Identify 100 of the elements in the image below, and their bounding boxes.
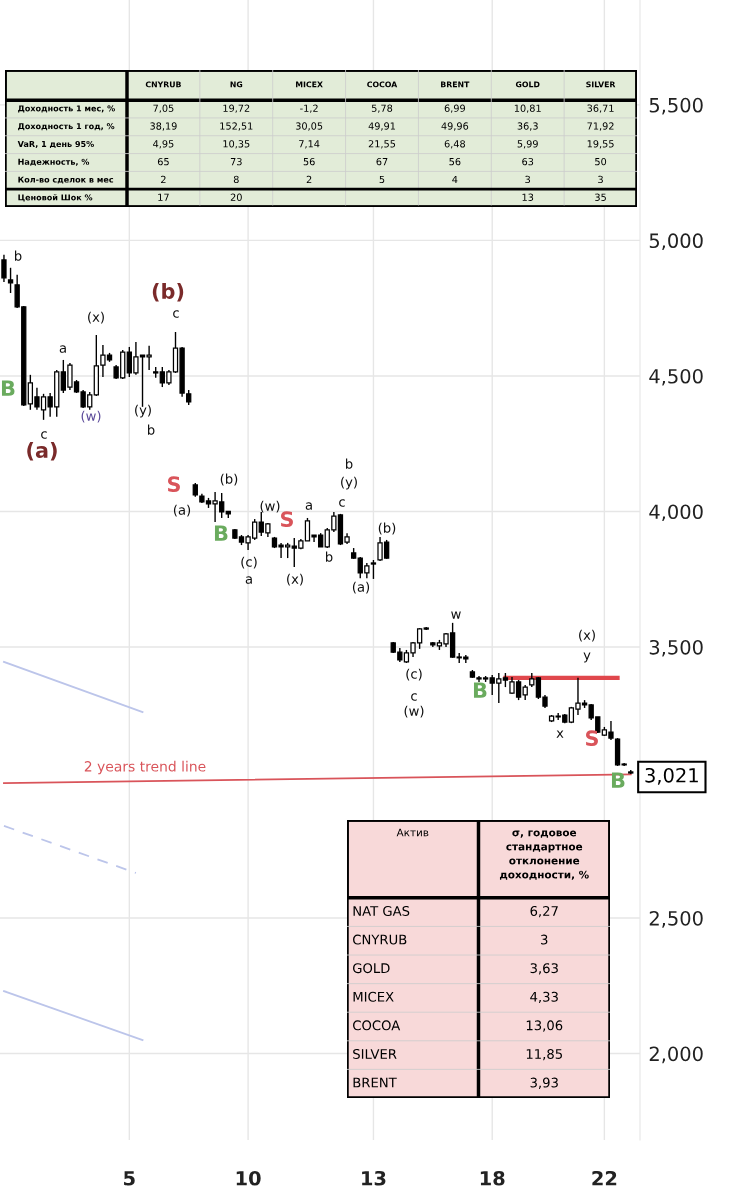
text: 152,51 [220, 122, 253, 131]
text: 35 [595, 193, 606, 201]
series-label: 2 years trend line [84, 760, 206, 775]
annotation: c [411, 693, 417, 701]
category-label: Доходность 1 год, % [18, 123, 115, 131]
x-tick-label: 22 [592, 1170, 617, 1186]
text: 5 [379, 175, 385, 184]
text: 49,96 [441, 122, 469, 131]
annotation: (y) [135, 404, 151, 418]
category-label: Актив [396, 828, 429, 837]
text: 7,05 [153, 104, 174, 113]
annotation: (x) [88, 311, 104, 324]
y-tick-label: 3,500 [649, 639, 703, 657]
annotation: (a) [352, 581, 370, 594]
category-label: CNYRUB [353, 934, 407, 945]
text: 71,92 [587, 122, 614, 131]
annotation: (a) [173, 504, 191, 517]
text: 4,95 [153, 140, 174, 149]
x-tick-label: 18 [480, 1170, 505, 1186]
text: 21,55 [368, 140, 396, 149]
text: 4,33 [530, 991, 558, 1004]
text: 6,27 [530, 905, 558, 918]
annotation: (x) [579, 629, 595, 642]
annotation: S [280, 511, 293, 528]
annotation: (b) [378, 522, 396, 535]
category-label: BRENT [353, 1077, 397, 1088]
annotation: x [556, 730, 564, 738]
y-tick-label: 2,500 [649, 910, 703, 928]
annotation: (c) [241, 556, 257, 569]
text: 19,72 [223, 104, 250, 113]
category-label: MICEX [353, 991, 394, 1002]
category-label: Ценовой Шок % [18, 194, 93, 202]
text: 36,3 [517, 122, 538, 131]
text: 50 [595, 157, 607, 166]
text: 11,85 [526, 1048, 562, 1061]
y-tick-label: 2,000 [649, 1046, 703, 1064]
text: 3 [541, 934, 548, 945]
annotation: (y) [341, 476, 357, 490]
text: 67 [376, 157, 388, 166]
annotation: b [346, 458, 353, 469]
category-label: σ, годовое стандартное отклонение доходности, % [499, 830, 589, 880]
annotation: a [59, 345, 66, 353]
y-tick-label: 5,000 [649, 233, 703, 251]
annotation: (w) [260, 500, 280, 513]
annotation: y [583, 652, 591, 663]
text: 3,93 [530, 1077, 558, 1089]
annotation: (a) [27, 441, 57, 461]
annotation: (b) [220, 473, 238, 486]
category-label: GOLD [353, 963, 390, 974]
annotation: a [245, 576, 252, 584]
text: 13 [522, 193, 534, 201]
text: 5,99 [517, 140, 538, 149]
category-label: NAT GAS [353, 905, 410, 916]
text: 3 [598, 175, 603, 184]
text: 56 [449, 157, 461, 166]
y-tick-label: 5,500 [649, 97, 703, 115]
annotation: c [339, 499, 345, 507]
annotation: c [41, 431, 47, 439]
text: 7,14 [299, 140, 320, 149]
text: 38,19 [150, 122, 177, 131]
text: 2 [306, 175, 312, 183]
y-tick-label: 4,000 [649, 504, 703, 522]
category-label: Надежность, % [18, 158, 90, 166]
annotation: B [611, 772, 625, 788]
annotation: (x) [287, 573, 303, 586]
annotation: (w) [404, 705, 424, 718]
annotation: b [15, 250, 22, 261]
x-tick-label: 13 [362, 1170, 386, 1186]
annotation: c [173, 310, 179, 318]
text: 3,63 [530, 963, 558, 975]
candlestick [370, 559, 377, 580]
annotation: B [214, 525, 228, 541]
text: 3,021 [645, 767, 698, 785]
text: 63 [522, 157, 534, 166]
category-label: Доходность 1 мес, % [18, 105, 115, 113]
text: 65 [157, 157, 169, 166]
text: 3 [525, 175, 531, 184]
x-tick-label: 5 [124, 1171, 135, 1186]
annotation: B [473, 682, 487, 698]
text: 20 [230, 193, 242, 201]
annotation: B [1, 380, 15, 396]
y-tick-label: 4,500 [649, 368, 703, 386]
annotation: S [585, 730, 598, 747]
text: 10,81 [514, 104, 541, 113]
category-label: Кол-во сделок в мес [18, 176, 114, 184]
annotation: w [451, 611, 461, 619]
text: 73 [230, 157, 242, 166]
annotation: (b) [152, 282, 184, 302]
annotation: (w) [81, 410, 101, 423]
category-label: VaR, 1 день 95% [17, 140, 94, 149]
annotation: b [148, 424, 155, 435]
text: 17 [158, 193, 169, 201]
text: 4 [452, 175, 458, 183]
text: 2 [161, 175, 166, 183]
category-label: SILVER [353, 1048, 397, 1059]
category-label: COCOA [353, 1020, 401, 1031]
x-tick-label: 10 [236, 1170, 261, 1186]
text: 36,71 [587, 104, 614, 113]
text: 8 [233, 175, 239, 184]
candlestick [7, 267, 14, 294]
